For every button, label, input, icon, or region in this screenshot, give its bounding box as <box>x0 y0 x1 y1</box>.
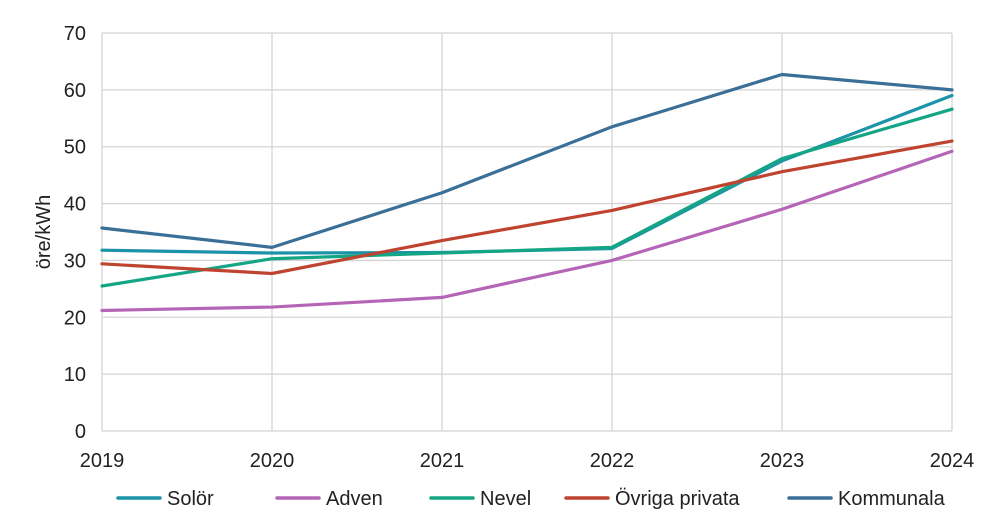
y-tick-label: 60 <box>64 80 86 102</box>
series-line-nevel <box>100 107 954 288</box>
legend-label: Nevel <box>480 488 531 510</box>
x-tick-label: 2020 <box>250 450 295 472</box>
legend-item: Solör <box>116 488 214 510</box>
x-tick-label: 2019 <box>80 450 125 472</box>
series-line-adven <box>100 149 954 313</box>
legend-item: Nevel <box>429 488 531 510</box>
series-line-vriga-privata <box>100 139 954 276</box>
legend-label: Övriga privata <box>615 488 740 510</box>
y-tick-label: 50 <box>64 137 86 159</box>
legend-label: Solör <box>167 488 214 510</box>
y-tick-label: 30 <box>64 250 86 272</box>
legend-item: Kommunala <box>787 488 946 510</box>
y-tick-label: 40 <box>64 194 86 216</box>
y-tick-label: 20 <box>64 307 86 329</box>
legend-item: Övriga privata <box>564 488 740 510</box>
series-line-sol-r <box>100 93 954 255</box>
legend: Solör Adven Nevel Övriga privata Kommunala <box>116 488 946 510</box>
legend-item: Adven <box>275 488 383 510</box>
y-axis-label: öre/kWh <box>33 195 55 269</box>
axes: 0 10 20 30 40 50 60 70 2019 2020 2021 2022 2023 2024 ö… <box>33 23 974 472</box>
y-tick-label: 70 <box>64 23 86 45</box>
grid <box>101 32 953 432</box>
legend-label: Adven <box>326 488 383 510</box>
legend-label: Kommunala <box>838 488 946 510</box>
series-layer <box>100 72 954 313</box>
y-tick-label: 10 <box>64 364 86 386</box>
y-tick-label: 0 <box>75 421 86 443</box>
x-tick-label: 2021 <box>420 450 465 472</box>
x-tick-label: 2024 <box>930 450 975 472</box>
series-line-kommunala <box>100 72 954 249</box>
x-tick-label: 2022 <box>590 450 635 472</box>
x-tick-label: 2023 <box>760 450 805 472</box>
